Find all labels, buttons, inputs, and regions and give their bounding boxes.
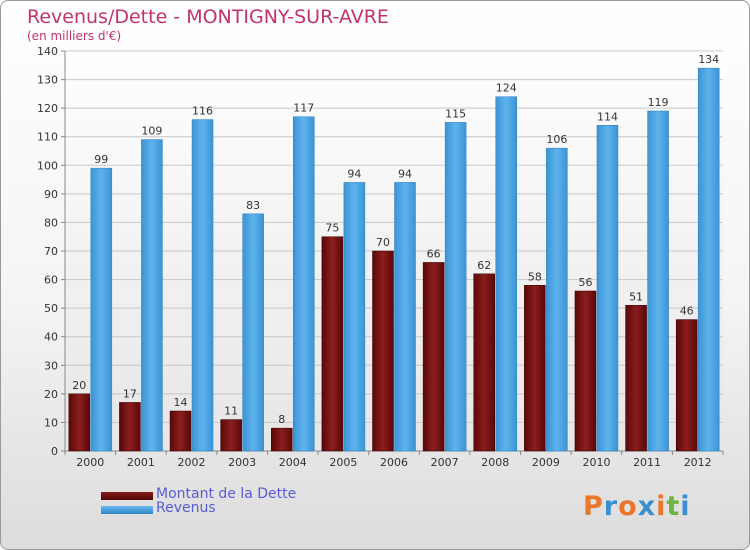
data-label-dette: 62	[477, 259, 491, 272]
logo-letter: o	[618, 491, 638, 522]
bar-dette	[372, 250, 394, 452]
data-label-revenus: 116	[192, 105, 213, 118]
data-label-revenus: 114	[597, 110, 618, 123]
logo-letter: x	[637, 491, 657, 522]
y-tick-label: 120	[37, 102, 58, 115]
chart-subtitle: (en milliers d'€)	[27, 29, 122, 43]
x-tick-label: 2003	[228, 456, 256, 469]
logo-letter: i	[656, 491, 667, 522]
logo-letter: t	[666, 491, 681, 522]
x-tick-label: 2008	[481, 456, 509, 469]
bar-revenus	[596, 125, 619, 452]
bar-dette	[625, 305, 647, 452]
data-label-dette: 14	[174, 396, 188, 409]
bar-dette	[524, 285, 546, 452]
chart-title: Revenus/Dette - MONTIGNY-SUR-AVRE	[27, 6, 389, 28]
bar-dette	[271, 427, 293, 452]
logo-letter: r	[603, 491, 619, 522]
data-label-dette: 56	[578, 276, 592, 289]
legend-label-revenus: Revenus	[156, 500, 216, 516]
y-tick-label: 60	[44, 274, 58, 287]
y-tick-label: 140	[37, 45, 58, 58]
y-tick-label: 110	[37, 131, 58, 144]
y-tick-label: 10	[44, 416, 58, 429]
bar-dette	[220, 419, 242, 452]
bar-revenus	[90, 167, 113, 452]
y-tick-label: 130	[37, 74, 58, 87]
x-tick-label: 2001	[127, 456, 155, 469]
bar-revenus	[343, 182, 366, 452]
data-label-revenus: 115	[445, 107, 466, 120]
y-tick-label: 80	[44, 216, 58, 229]
data-label-revenus: 119	[648, 96, 669, 109]
legend-label-dette: Montant de la Dette	[156, 486, 297, 502]
bar-revenus	[546, 147, 568, 452]
y-tick-label: 20	[44, 388, 58, 401]
data-label-revenus: 106	[546, 133, 567, 146]
data-label-dette: 20	[72, 379, 86, 392]
y-tick-label: 100	[37, 159, 58, 172]
y-tick-label: 70	[44, 245, 58, 258]
data-label-revenus: 124	[496, 82, 517, 95]
y-tick-label: 30	[44, 359, 58, 372]
x-tick-label: 2006	[380, 456, 408, 469]
y-tick-label: 40	[44, 331, 58, 344]
data-label-revenus: 117	[293, 102, 314, 115]
x-tick-label: 2005	[329, 456, 357, 469]
y-tick-label: 90	[44, 188, 58, 201]
x-tick-label: 2010	[582, 456, 610, 469]
data-label-revenus: 99	[94, 153, 108, 166]
bar-dette	[68, 393, 91, 452]
x-tick-label: 2002	[178, 456, 206, 469]
data-label-dette: 11	[224, 405, 238, 418]
y-tick-label: 0	[51, 445, 58, 458]
x-tick-label: 2004	[279, 456, 307, 469]
data-label-revenus: 134	[698, 53, 719, 66]
bar-revenus	[697, 67, 720, 452]
x-tick-label: 2009	[532, 456, 560, 469]
bar-dette	[473, 273, 495, 452]
data-label-dette: 58	[528, 270, 542, 283]
bar-revenus	[444, 122, 467, 452]
x-tick-label: 2011	[633, 456, 661, 469]
bar-revenus	[495, 96, 517, 452]
data-label-dette: 46	[680, 305, 694, 318]
x-tick-label: 2007	[431, 456, 459, 469]
bar-revenus	[647, 110, 669, 452]
y-tick-label: 50	[44, 302, 58, 315]
data-label-revenus: 109	[141, 125, 162, 138]
bar-dette	[169, 410, 192, 452]
bar-dette	[119, 402, 141, 452]
data-label-dette: 70	[376, 236, 390, 249]
data-label-dette: 51	[629, 290, 643, 303]
logo-letter: i	[680, 491, 691, 522]
data-label-dette: 17	[123, 387, 137, 400]
data-label-revenus: 83	[246, 199, 260, 212]
logo-letter: P	[583, 491, 604, 522]
bar-dette	[422, 262, 445, 452]
bar-revenus	[242, 213, 264, 452]
proxiti-logo: Proxiti	[583, 491, 691, 522]
bar-dette	[675, 319, 698, 452]
bar-revenus	[293, 116, 315, 452]
data-label-revenus: 94	[398, 167, 412, 180]
data-label-dette: 66	[427, 247, 441, 260]
bar-revenus	[141, 139, 163, 452]
data-label-revenus: 94	[347, 167, 361, 180]
legend-swatch-revenus	[101, 506, 153, 514]
bar-revenus	[394, 182, 416, 452]
bar-dette	[574, 290, 597, 452]
bar-dette	[321, 236, 344, 452]
legend-swatch-dette	[101, 492, 153, 500]
x-tick-label: 2000	[76, 456, 104, 469]
data-label-dette: 75	[325, 222, 339, 235]
bar-revenus	[191, 119, 214, 452]
x-tick-label: 2012	[684, 456, 712, 469]
data-label-dette: 8	[278, 413, 285, 426]
